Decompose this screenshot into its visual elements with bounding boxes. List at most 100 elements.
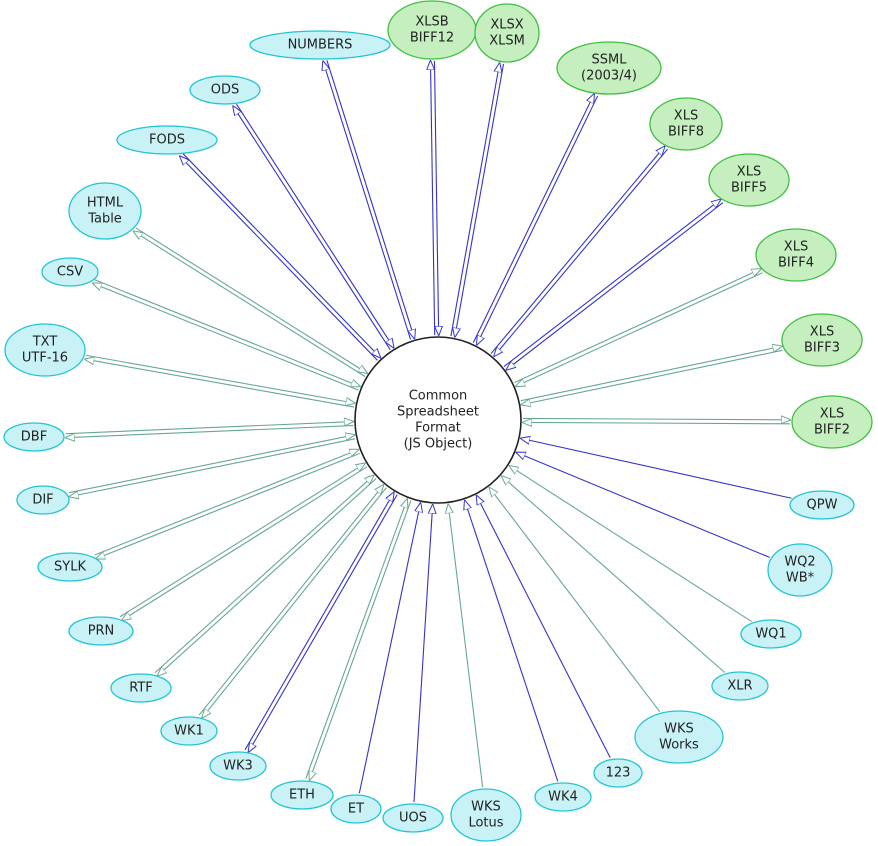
node-label: WQ2: [784, 555, 815, 570]
edge: [465, 501, 559, 782]
node-shape: [649, 97, 723, 151]
node-label: XLS: [784, 240, 808, 255]
node-shape: [740, 619, 802, 649]
node-label: BIFF4: [778, 256, 814, 271]
edge: [202, 487, 387, 718]
edge: [85, 354, 355, 403]
edge: [448, 504, 484, 788]
node-label: UTF-16: [22, 351, 68, 366]
node-shape: [116, 125, 218, 155]
format-node: DIF: [16, 485, 70, 515]
edge: [122, 466, 368, 620]
edge: [94, 279, 359, 387]
node-label: BIFF5: [731, 181, 767, 196]
node-shape: [189, 75, 261, 105]
node-label: WKS: [471, 800, 501, 815]
node-label: (2003/4): [581, 69, 637, 84]
edge: [477, 95, 599, 344]
node-shape: [37, 552, 103, 582]
node-label: NUMBERS: [288, 38, 353, 53]
node-shape: [474, 3, 540, 63]
format-node: PRN: [68, 616, 134, 646]
format-node: NUMBERS: [249, 30, 391, 60]
format-node: FODS: [116, 125, 218, 155]
node-label: SYLK: [54, 560, 86, 575]
node-shape: [711, 671, 769, 701]
node-shape: [249, 30, 391, 60]
node-shape: [791, 395, 873, 449]
edge: [523, 418, 790, 419]
edge: [358, 503, 420, 794]
edge: [510, 466, 752, 623]
edge: [494, 148, 669, 356]
edge: [65, 422, 353, 435]
node-label: XLSM: [489, 34, 525, 49]
format-node: WK4: [534, 782, 592, 812]
edge: [523, 422, 790, 423]
edge: [236, 103, 394, 347]
edge: [305, 499, 407, 779]
node-label: XLSX: [490, 18, 523, 33]
node-label: UOS: [399, 811, 427, 826]
node-shape: [4, 323, 86, 377]
node-shape: [556, 41, 662, 95]
edge: [477, 496, 611, 759]
node-shape: [534, 782, 592, 812]
edge: [520, 346, 782, 402]
edge: [96, 452, 361, 558]
edge: [517, 453, 770, 558]
edge: [198, 485, 383, 716]
node-shape: [16, 485, 70, 515]
edge: [502, 476, 726, 673]
edge: [119, 463, 365, 618]
edges: [65, 60, 792, 803]
format-node: WK3: [209, 751, 267, 781]
node-label: XLS: [820, 407, 844, 422]
edge: [413, 505, 433, 803]
node-label: BIFF12: [410, 31, 454, 46]
edge: [472, 94, 594, 343]
node-label: XLS: [810, 325, 834, 340]
edge: [455, 63, 505, 337]
node-label: (JS Object): [404, 437, 473, 452]
node-shape: [3, 422, 65, 452]
node-label: Spreadsheet: [397, 405, 479, 420]
edge: [70, 438, 356, 497]
edge: [93, 283, 359, 391]
node-label: BIFF2: [814, 423, 850, 438]
node-shape: [789, 490, 855, 520]
format-node: ET: [330, 794, 382, 824]
node-label: CSV: [57, 265, 83, 280]
node-label: BIFF3: [804, 341, 840, 356]
node-shape: [68, 182, 142, 240]
edge: [68, 435, 354, 494]
node-shape: [68, 616, 134, 646]
node-shape: [270, 780, 334, 810]
center-node: [354, 336, 522, 504]
node-label: WB*: [786, 571, 815, 586]
node-label: ETH: [289, 788, 315, 803]
format-node: UOS: [382, 803, 444, 833]
node-label: PRN: [88, 624, 115, 639]
nodes: NUMBERSXLSBBIFF12XLSXXLSMSSML(2003/4)XLS…: [3, 0, 873, 842]
node-label: XLS: [674, 109, 698, 124]
node-label: XLSB: [415, 15, 448, 30]
node-shape: [209, 751, 267, 781]
node-label: 123: [606, 766, 631, 781]
node-shape: [382, 803, 444, 833]
format-node: WQ1: [740, 619, 802, 649]
edge: [135, 227, 367, 373]
edge: [522, 349, 783, 404]
edge: [507, 202, 724, 370]
node-shape: [634, 710, 724, 764]
node-label: WQ1: [755, 627, 786, 642]
node-label: Works: [659, 738, 699, 753]
format-node: 123: [593, 758, 643, 788]
edge: [434, 60, 438, 335]
